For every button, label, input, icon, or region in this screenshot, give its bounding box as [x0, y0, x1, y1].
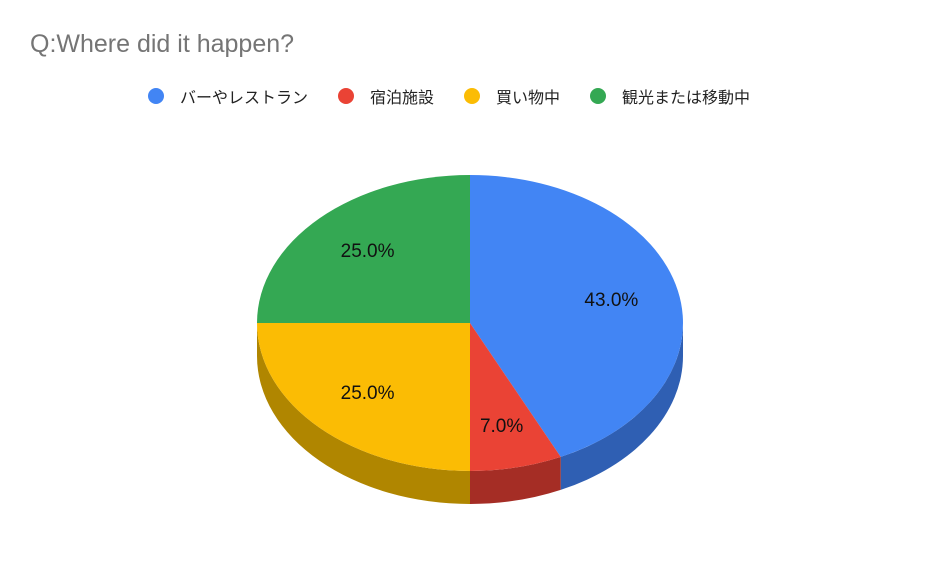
- data-label: 25.0%: [341, 383, 395, 404]
- data-label: 25.0%: [341, 241, 395, 262]
- legend: バーやレストラン 宿泊施設 買い物中 観光または移動中: [148, 84, 780, 108]
- data-label: 43.0%: [584, 290, 638, 311]
- pie-slice-side: [470, 456, 561, 504]
- legend-item[interactable]: 観光または移動中: [590, 84, 750, 108]
- legend-item[interactable]: 買い物中: [464, 84, 560, 108]
- legend-swatch: [464, 88, 481, 104]
- legend-label: 買い物中: [496, 88, 561, 107]
- legend-swatch: [148, 88, 164, 104]
- pie-slice[interactable]: [470, 323, 561, 471]
- legend-label: 宿泊施設: [370, 88, 435, 107]
- chart-title: Q:Where did it happen?: [30, 30, 295, 58]
- legend-swatch: [590, 88, 607, 104]
- pie-slice-side: [560, 323, 683, 490]
- data-label: 7.0%: [480, 416, 523, 437]
- legend-item[interactable]: バーやレストラン: [148, 84, 308, 108]
- legend-label: バーやレストラン: [180, 88, 309, 107]
- pie-slice[interactable]: [257, 323, 470, 471]
- pie-slice-side: [257, 323, 470, 504]
- legend-item[interactable]: 宿泊施設: [338, 84, 434, 108]
- legend-label: 観光または移動中: [622, 88, 751, 107]
- pie-slice[interactable]: [470, 175, 683, 457]
- legend-swatch: [338, 88, 355, 104]
- pie-slice[interactable]: [257, 175, 470, 323]
